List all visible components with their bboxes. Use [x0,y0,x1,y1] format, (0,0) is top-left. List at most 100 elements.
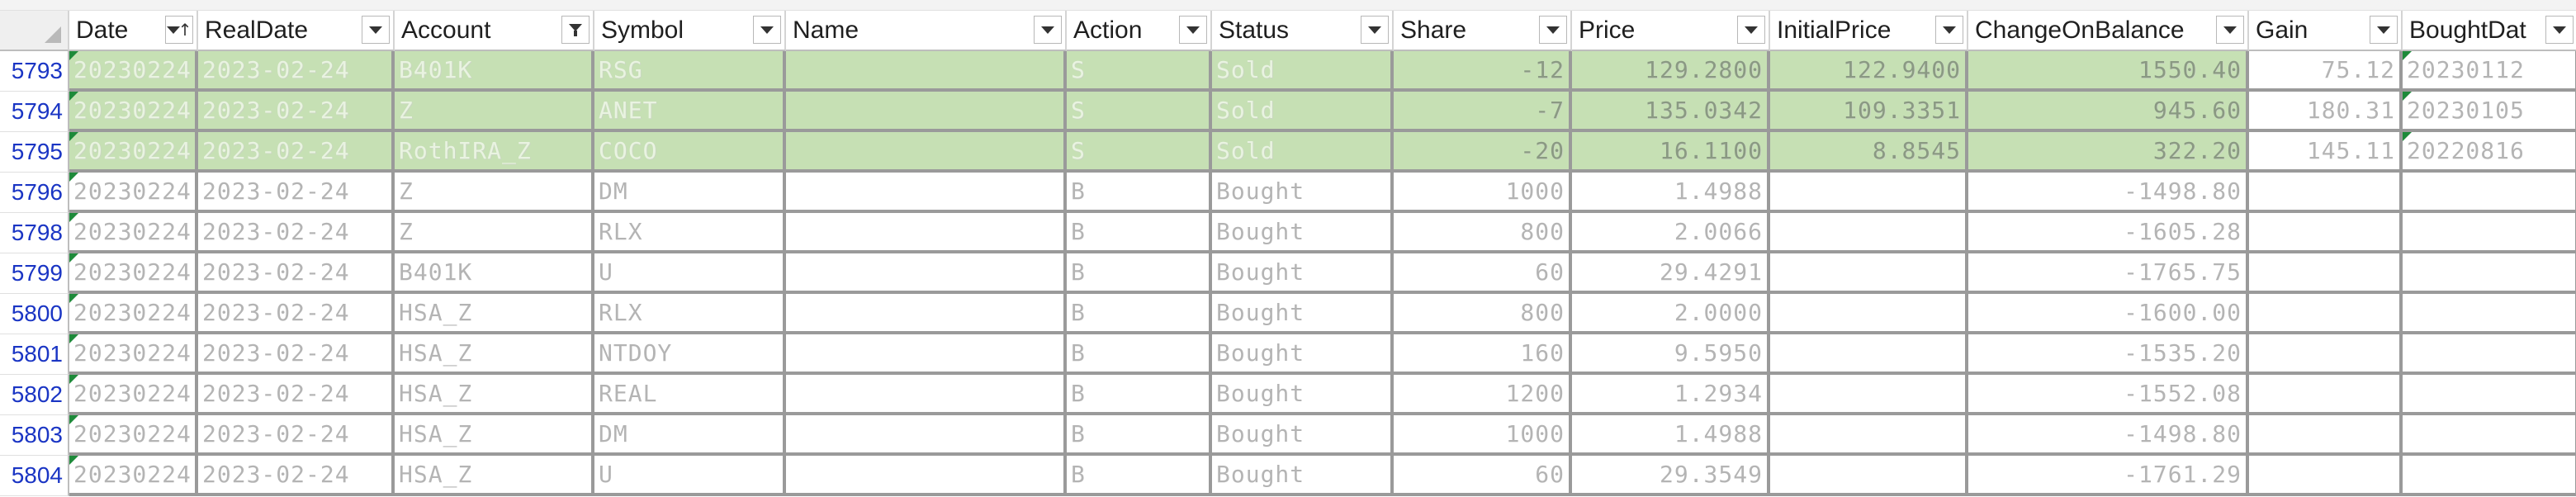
cell-boughtdate[interactable]: 20220816 [2403,132,2576,173]
cell-account[interactable]: Z [395,92,594,132]
cell-symbol[interactable]: DM [594,415,786,456]
cell-date[interactable]: 20230224 [69,213,198,253]
cell-share[interactable]: 800 [1394,213,1572,253]
cell-date[interactable]: 20230224 [69,51,198,92]
cell-initialprice[interactable] [1770,456,1968,496]
cell-date[interactable]: 20230224 [69,92,198,132]
cell-date[interactable]: 20230224 [69,132,198,173]
header-name[interactable]: Name [786,11,1067,51]
cell-share[interactable]: 1000 [1394,173,1572,213]
cell-price[interactable]: 2.0066 [1572,213,1770,253]
cell-account[interactable]: HSA_Z [395,294,594,334]
filter-dropdown-button[interactable] [2216,16,2244,44]
cell-name[interactable] [786,132,1067,173]
cell-change[interactable]: 1550.40 [1968,51,2249,92]
row-number[interactable]: 5800 [0,294,69,334]
cell-initialprice[interactable] [1770,334,1968,375]
select-all-corner[interactable] [0,11,69,51]
cell-share[interactable]: 60 [1394,253,1572,294]
row-number[interactable]: 5793 [0,51,69,92]
cell-price[interactable]: 129.2800 [1572,51,1770,92]
cell-account[interactable]: HSA_Z [395,334,594,375]
cell-date[interactable]: 20230224 [69,253,198,294]
header-boughtdate[interactable]: BoughtDat [2403,11,2576,51]
cell-account[interactable]: RothIRA_Z [395,132,594,173]
cell-realdate[interactable]: 2023-02-24 [198,132,395,173]
cell-action[interactable]: B [1067,294,1212,334]
cell-action[interactable]: B [1067,375,1212,415]
cell-action[interactable]: B [1067,456,1212,496]
cell-gain[interactable] [2249,375,2403,415]
cell-name[interactable] [786,456,1067,496]
cell-price[interactable]: 29.3549 [1572,456,1770,496]
filter-dropdown-button[interactable] [2370,16,2398,44]
cell-name[interactable] [786,92,1067,132]
cell-realdate[interactable]: 2023-02-24 [198,375,395,415]
cell-symbol[interactable]: REAL [594,375,786,415]
cell-initialprice[interactable]: 122.9400 [1770,51,1968,92]
cell-change[interactable]: -1600.00 [1968,294,2249,334]
filter-dropdown-button[interactable] [2545,16,2574,44]
cell-boughtdate[interactable]: 20230112 [2403,51,2576,92]
cell-initialprice[interactable] [1770,253,1968,294]
cell-name[interactable] [786,294,1067,334]
cell-realdate[interactable]: 2023-02-24 [198,253,395,294]
cell-price[interactable]: 1.4988 [1572,173,1770,213]
cell-symbol[interactable]: DM [594,173,786,213]
cell-initialprice[interactable] [1770,294,1968,334]
cell-symbol[interactable]: U [594,456,786,496]
cell-action[interactable]: B [1067,253,1212,294]
cell-price[interactable]: 29.4291 [1572,253,1770,294]
cell-gain[interactable] [2249,334,2403,375]
cell-date[interactable]: 20230224 [69,294,198,334]
cell-boughtdate[interactable] [2403,213,2576,253]
cell-boughtdate[interactable] [2403,415,2576,456]
cell-initialprice[interactable] [1770,173,1968,213]
cell-date[interactable]: 20230224 [69,334,198,375]
cell-status[interactable]: Bought [1212,294,1394,334]
cell-gain[interactable]: 75.12 [2249,51,2403,92]
cell-change[interactable]: 945.60 [1968,92,2249,132]
header-date[interactable]: Date ↑ [69,11,198,51]
cell-gain[interactable] [2249,173,2403,213]
cell-change[interactable]: -1535.20 [1968,334,2249,375]
cell-price[interactable]: 2.0000 [1572,294,1770,334]
row-number[interactable]: 5804 [0,456,69,496]
filter-dropdown-button[interactable] [1034,16,1062,44]
cell-realdate[interactable]: 2023-02-24 [198,415,395,456]
cell-symbol[interactable]: U [594,253,786,294]
header-action[interactable]: Action [1067,11,1212,51]
cell-account[interactable]: Z [395,173,594,213]
cell-gain[interactable] [2249,456,2403,496]
row-number[interactable]: 5803 [0,415,69,456]
cell-status[interactable]: Sold [1212,132,1394,173]
cell-price[interactable]: 1.4988 [1572,415,1770,456]
filter-dropdown-button[interactable] [753,16,781,44]
cell-symbol[interactable]: NTDOY [594,334,786,375]
cell-realdate[interactable]: 2023-02-24 [198,294,395,334]
cell-initialprice[interactable]: 109.3351 [1770,92,1968,132]
cell-gain[interactable] [2249,253,2403,294]
cell-action[interactable]: B [1067,415,1212,456]
cell-initialprice[interactable] [1770,213,1968,253]
cell-account[interactable]: B401K [395,253,594,294]
cell-action[interactable]: B [1067,213,1212,253]
cell-status[interactable]: Bought [1212,173,1394,213]
cell-gain[interactable] [2249,213,2403,253]
cell-realdate[interactable]: 2023-02-24 [198,213,395,253]
filter-dropdown-button[interactable] [362,16,390,44]
cell-price[interactable]: 135.0342 [1572,92,1770,132]
cell-boughtdate[interactable] [2403,294,2576,334]
cell-change[interactable]: 322.20 [1968,132,2249,173]
cell-action[interactable]: B [1067,334,1212,375]
cell-action[interactable]: S [1067,132,1212,173]
cell-realdate[interactable]: 2023-02-24 [198,92,395,132]
cell-realdate[interactable]: 2023-02-24 [198,456,395,496]
row-number[interactable]: 5801 [0,334,69,375]
header-realdate[interactable]: RealDate [198,11,395,51]
header-initialprice[interactable]: InitialPrice [1770,11,1968,51]
cell-change[interactable]: -1498.80 [1968,173,2249,213]
cell-status[interactable]: Bought [1212,456,1394,496]
cell-gain[interactable]: 180.31 [2249,92,2403,132]
cell-share[interactable]: 60 [1394,456,1572,496]
